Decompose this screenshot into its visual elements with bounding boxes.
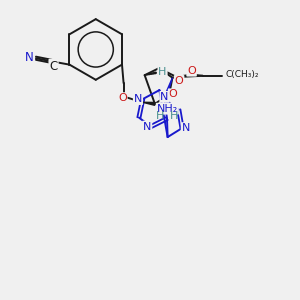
Text: O: O — [187, 66, 196, 76]
Text: N: N — [182, 123, 190, 133]
Text: C: C — [50, 60, 58, 73]
Text: O: O — [175, 76, 184, 86]
Text: N: N — [25, 51, 34, 64]
Text: H: H — [156, 111, 164, 121]
Text: N: N — [134, 94, 142, 104]
Text: N: N — [160, 92, 169, 102]
Polygon shape — [143, 102, 155, 105]
Text: N: N — [143, 122, 152, 131]
Text: O: O — [118, 93, 127, 103]
Polygon shape — [163, 78, 172, 100]
Text: H: H — [170, 111, 178, 121]
Text: O: O — [169, 89, 177, 99]
Text: NH₂: NH₂ — [157, 104, 178, 114]
Text: H: H — [158, 67, 167, 77]
Text: C(CH₃)₂: C(CH₃)₂ — [226, 70, 259, 79]
